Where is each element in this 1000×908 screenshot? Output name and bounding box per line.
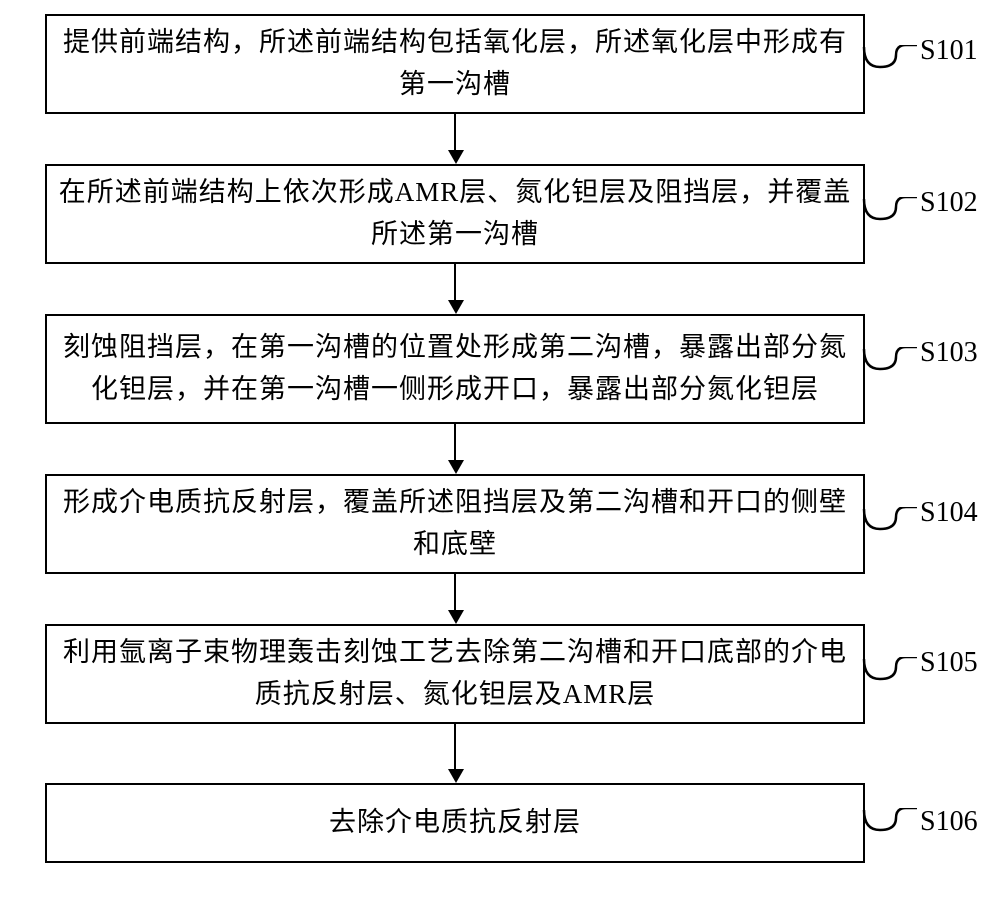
step-label-s106: S106 (920, 806, 978, 838)
step-label-s104: S104 (920, 497, 978, 529)
step-text: 形成介电质抗反射层，覆盖所述阻挡层及第二沟槽和开口的侧壁和底壁 (57, 482, 853, 566)
step-label-s102: S102 (920, 187, 978, 219)
arrowhead-icon (448, 460, 464, 474)
step-box-s103: 刻蚀阻挡层，在第一沟槽的位置处形成第二沟槽，暴露出部分氮化钽层，并在第一沟槽一侧… (45, 314, 865, 424)
step-box-s102: 在所述前端结构上依次形成AMR层、氮化钽层及阻挡层，并覆盖所述第一沟槽 (45, 164, 865, 264)
squiggle-connector-icon (862, 808, 922, 848)
connector (454, 264, 456, 300)
squiggle-connector-icon (862, 507, 922, 547)
squiggle-connector-icon (862, 197, 922, 237)
step-label-s105: S105 (920, 647, 978, 679)
step-box-s101: 提供前端结构，所述前端结构包括氧化层，所述氧化层中形成有第一沟槽 (45, 14, 865, 114)
squiggle-connector-icon (862, 657, 922, 697)
squiggle-connector-icon (862, 347, 922, 387)
arrowhead-icon (448, 769, 464, 783)
step-label-s101: S101 (920, 35, 978, 67)
step-box-s104: 形成介电质抗反射层，覆盖所述阻挡层及第二沟槽和开口的侧壁和底壁 (45, 474, 865, 574)
arrowhead-icon (448, 300, 464, 314)
step-label-s103: S103 (920, 337, 978, 369)
squiggle-connector-icon (862, 45, 922, 85)
step-box-s105: 利用氩离子束物理轰击刻蚀工艺去除第二沟槽和开口底部的介电质抗反射层、氮化钽层及A… (45, 624, 865, 724)
flowchart-canvas: 提供前端结构，所述前端结构包括氧化层，所述氧化层中形成有第一沟槽 在所述前端结构… (0, 0, 1000, 908)
connector (454, 114, 456, 150)
connector (454, 424, 456, 460)
step-text: 提供前端结构，所述前端结构包括氧化层，所述氧化层中形成有第一沟槽 (57, 22, 853, 106)
arrowhead-icon (448, 150, 464, 164)
step-text: 去除介电质抗反射层 (329, 802, 581, 844)
connector (454, 574, 456, 610)
arrowhead-icon (448, 610, 464, 624)
step-text: 在所述前端结构上依次形成AMR层、氮化钽层及阻挡层，并覆盖所述第一沟槽 (57, 172, 853, 256)
connector (454, 724, 456, 769)
step-text: 刻蚀阻挡层，在第一沟槽的位置处形成第二沟槽，暴露出部分氮化钽层，并在第一沟槽一侧… (57, 327, 853, 411)
step-text: 利用氩离子束物理轰击刻蚀工艺去除第二沟槽和开口底部的介电质抗反射层、氮化钽层及A… (57, 632, 853, 716)
step-box-s106: 去除介电质抗反射层 (45, 783, 865, 863)
